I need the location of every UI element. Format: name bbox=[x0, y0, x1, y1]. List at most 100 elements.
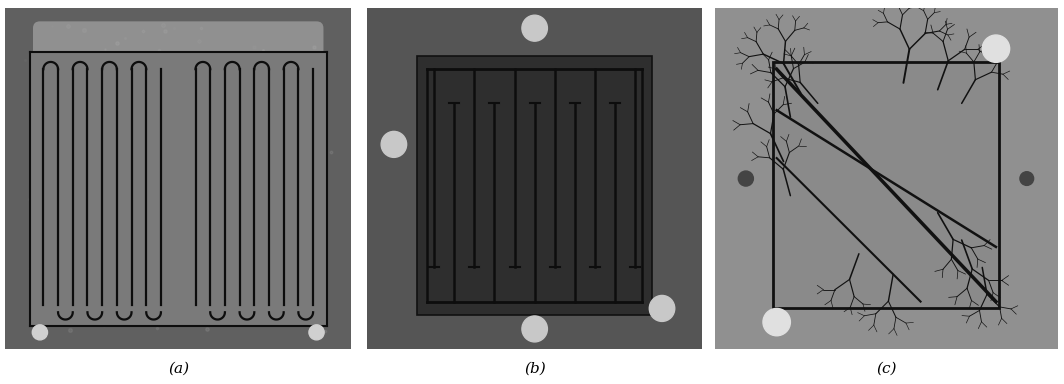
Point bbox=[211, 161, 228, 167]
Point bbox=[122, 132, 139, 138]
Point bbox=[54, 291, 71, 297]
Point bbox=[26, 133, 43, 139]
Point bbox=[66, 232, 83, 238]
Point bbox=[259, 72, 276, 78]
Point bbox=[295, 294, 312, 300]
Point bbox=[259, 203, 276, 209]
Point bbox=[210, 75, 227, 81]
Point bbox=[50, 134, 67, 140]
Point bbox=[62, 312, 79, 318]
Point bbox=[271, 185, 288, 191]
Point bbox=[186, 285, 203, 291]
Point bbox=[113, 207, 130, 213]
Point bbox=[198, 326, 215, 332]
Point bbox=[150, 173, 167, 179]
Point bbox=[257, 273, 275, 279]
Point bbox=[28, 68, 45, 74]
Point bbox=[252, 237, 269, 243]
Point bbox=[267, 148, 284, 154]
Point bbox=[77, 70, 94, 76]
Point bbox=[154, 22, 171, 28]
FancyBboxPatch shape bbox=[701, 0, 1064, 366]
Point bbox=[254, 47, 271, 53]
Point bbox=[57, 274, 74, 280]
Point bbox=[170, 155, 187, 161]
Point bbox=[160, 256, 177, 262]
Point bbox=[64, 153, 81, 159]
Point bbox=[130, 71, 147, 78]
FancyBboxPatch shape bbox=[33, 22, 323, 90]
Point bbox=[52, 235, 69, 241]
Point bbox=[39, 72, 56, 78]
Point bbox=[255, 237, 272, 243]
Point bbox=[135, 28, 152, 34]
Point bbox=[110, 312, 127, 318]
Point bbox=[256, 143, 273, 149]
Point bbox=[187, 130, 204, 136]
Point bbox=[318, 59, 335, 65]
Point bbox=[117, 209, 134, 215]
Point bbox=[273, 281, 290, 288]
Circle shape bbox=[522, 15, 547, 41]
Point bbox=[149, 325, 166, 331]
Point bbox=[257, 278, 275, 285]
Point bbox=[21, 196, 38, 202]
Point bbox=[104, 225, 121, 231]
Point bbox=[34, 90, 51, 96]
Circle shape bbox=[982, 35, 1010, 62]
Point bbox=[272, 145, 289, 151]
Point bbox=[85, 100, 102, 106]
Point bbox=[316, 328, 333, 334]
Point bbox=[216, 215, 233, 221]
Point bbox=[323, 149, 340, 155]
Point bbox=[313, 168, 330, 174]
Point bbox=[153, 129, 170, 135]
Point bbox=[70, 244, 87, 250]
Point bbox=[293, 283, 310, 289]
Point bbox=[21, 265, 38, 271]
Point bbox=[222, 136, 239, 142]
Point bbox=[48, 303, 65, 310]
Point bbox=[150, 50, 167, 56]
Circle shape bbox=[522, 316, 547, 342]
Point bbox=[219, 179, 236, 185]
Point bbox=[197, 233, 214, 240]
Point bbox=[270, 53, 287, 60]
Point bbox=[164, 279, 181, 285]
Point bbox=[116, 114, 133, 121]
Point bbox=[127, 197, 144, 203]
Point bbox=[87, 288, 104, 294]
Point bbox=[99, 72, 116, 78]
Point bbox=[314, 172, 331, 178]
Point bbox=[69, 227, 86, 233]
Point bbox=[231, 295, 248, 301]
Point bbox=[40, 282, 57, 288]
Point bbox=[156, 307, 173, 313]
Circle shape bbox=[649, 295, 675, 321]
Point bbox=[161, 285, 178, 291]
FancyBboxPatch shape bbox=[350, 0, 719, 366]
Point bbox=[247, 270, 264, 276]
Point bbox=[94, 181, 111, 187]
Point bbox=[86, 70, 103, 76]
Point bbox=[89, 191, 106, 197]
Bar bbox=[774, 62, 999, 308]
Point bbox=[157, 260, 174, 266]
Point bbox=[76, 27, 93, 33]
Point bbox=[117, 35, 134, 41]
Point bbox=[73, 267, 90, 273]
Point bbox=[302, 129, 319, 136]
Point bbox=[259, 111, 276, 117]
Point bbox=[32, 244, 49, 250]
Point bbox=[221, 276, 238, 282]
Text: (a): (a) bbox=[168, 362, 189, 376]
Point bbox=[192, 25, 209, 31]
Point bbox=[154, 233, 171, 239]
Point bbox=[23, 284, 40, 290]
Point bbox=[96, 322, 113, 328]
Point bbox=[161, 317, 178, 323]
Point bbox=[105, 198, 122, 204]
Point bbox=[232, 103, 249, 109]
Point bbox=[167, 158, 184, 164]
Text: (b): (b) bbox=[525, 362, 546, 376]
